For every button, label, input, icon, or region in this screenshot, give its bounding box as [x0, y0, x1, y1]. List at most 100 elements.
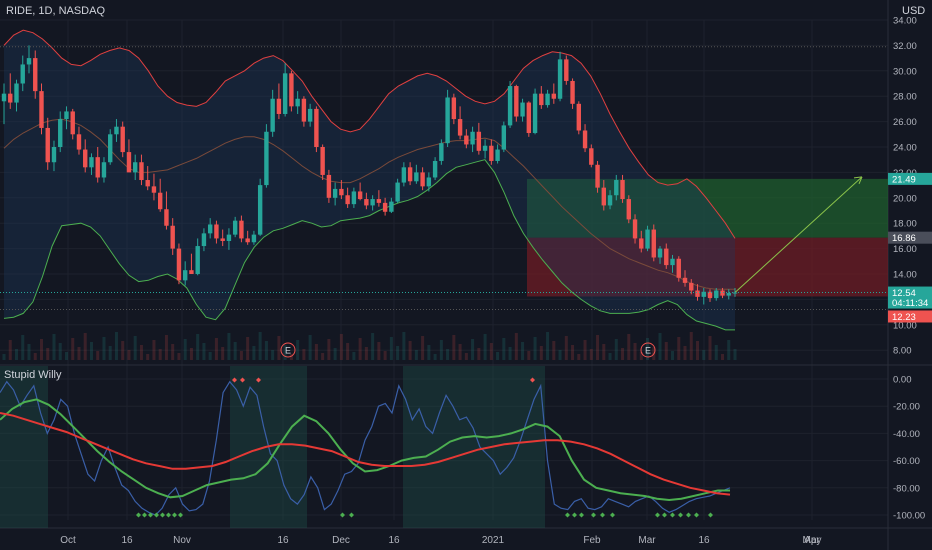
candle-body [89, 157, 94, 168]
time-tick-label: Apr [804, 535, 820, 546]
candle [707, 289, 713, 302]
time-tick-label: Mar [638, 535, 656, 546]
candle-body [95, 157, 100, 178]
volume-bar [527, 351, 531, 360]
candle [289, 70, 294, 112]
candle-body [33, 58, 38, 92]
candle-body [482, 145, 488, 151]
indicator-title: Stupid Willy [4, 369, 62, 381]
earnings-label: E [645, 346, 651, 356]
candle-body [714, 290, 719, 299]
candle-body [83, 149, 88, 168]
candle-body [232, 220, 238, 235]
candle-body [126, 152, 132, 173]
candle [214, 220, 219, 244]
volume-bar [271, 350, 275, 360]
candle [39, 83, 44, 135]
candle [76, 126, 82, 155]
osc-marker [678, 512, 683, 518]
volume-bar [639, 352, 643, 360]
candle [126, 139, 132, 173]
candle [108, 129, 113, 165]
candle-body [176, 248, 182, 281]
candle-body [58, 119, 63, 147]
candle [664, 243, 669, 269]
price-tick-label: 20.00 [893, 193, 917, 204]
volume-bar [483, 334, 487, 360]
osc-marker [148, 512, 153, 518]
candle [576, 101, 582, 135]
candle [320, 144, 325, 181]
volume-bar [633, 343, 637, 360]
price-tick-label: 24.00 [893, 143, 917, 154]
candle-body [564, 59, 569, 81]
volume-bar [183, 339, 187, 360]
volume-bar [214, 338, 218, 360]
volume-bar [496, 352, 500, 360]
volume-bar [646, 338, 650, 360]
candle-body [1, 93, 7, 102]
candles [1, 45, 738, 305]
candle-body [345, 195, 350, 205]
osc-series-line [0, 412, 731, 496]
osc-marker [662, 512, 667, 518]
candle [58, 111, 63, 153]
volume-bar [364, 347, 368, 360]
osc-tick-label: 0.00 [893, 375, 912, 386]
volume-bar [533, 337, 537, 360]
candle [307, 103, 313, 127]
volume-bar [564, 336, 568, 360]
volume-bar [427, 345, 431, 360]
volume-bar [471, 339, 475, 360]
candle-body [601, 187, 606, 206]
volume-bar [14, 349, 18, 360]
candle-body [682, 277, 688, 283]
volume-bar [227, 333, 231, 360]
candle-body [414, 172, 419, 182]
candle [670, 254, 675, 273]
volume-bar [52, 334, 56, 360]
candle [251, 230, 257, 245]
volume-bar [596, 335, 600, 360]
candle-body [514, 86, 519, 117]
candle-body [114, 126, 119, 135]
candle-body [339, 188, 344, 196]
candle [476, 122, 482, 155]
candle [639, 230, 644, 253]
price-tick-label: 14.00 [893, 270, 917, 281]
volume-bar [602, 344, 606, 360]
price-label-countdown: 04:11:34 [892, 298, 928, 309]
candle [520, 98, 525, 122]
candle-body [520, 102, 525, 117]
volume-bar [64, 352, 68, 360]
candle [51, 140, 57, 172]
candle-body [314, 108, 319, 147]
volume-bar [489, 343, 493, 360]
candle [445, 89, 450, 147]
candle-body [251, 234, 257, 243]
volume-bar [202, 343, 206, 360]
volume-bar [133, 336, 137, 360]
candle [33, 50, 38, 99]
osc-signal-zone [403, 366, 545, 528]
bollinger-lower [3, 159, 735, 331]
candle-body [164, 209, 169, 226]
candle-body [326, 174, 332, 198]
volume-bar [164, 335, 168, 360]
candle-body [245, 238, 250, 243]
volume-bar [102, 337, 106, 360]
volume-bar [121, 341, 125, 360]
candle [464, 129, 469, 149]
candle-body [632, 219, 638, 239]
volume-bar [252, 346, 256, 360]
volume-bar [333, 348, 337, 360]
candle [339, 180, 344, 200]
candle [645, 225, 650, 252]
volume-bar [477, 348, 481, 360]
candle-body [120, 126, 125, 153]
volume-bar [146, 354, 150, 360]
volume-bar [127, 350, 131, 360]
candle-body [526, 102, 532, 134]
candle [457, 106, 463, 140]
